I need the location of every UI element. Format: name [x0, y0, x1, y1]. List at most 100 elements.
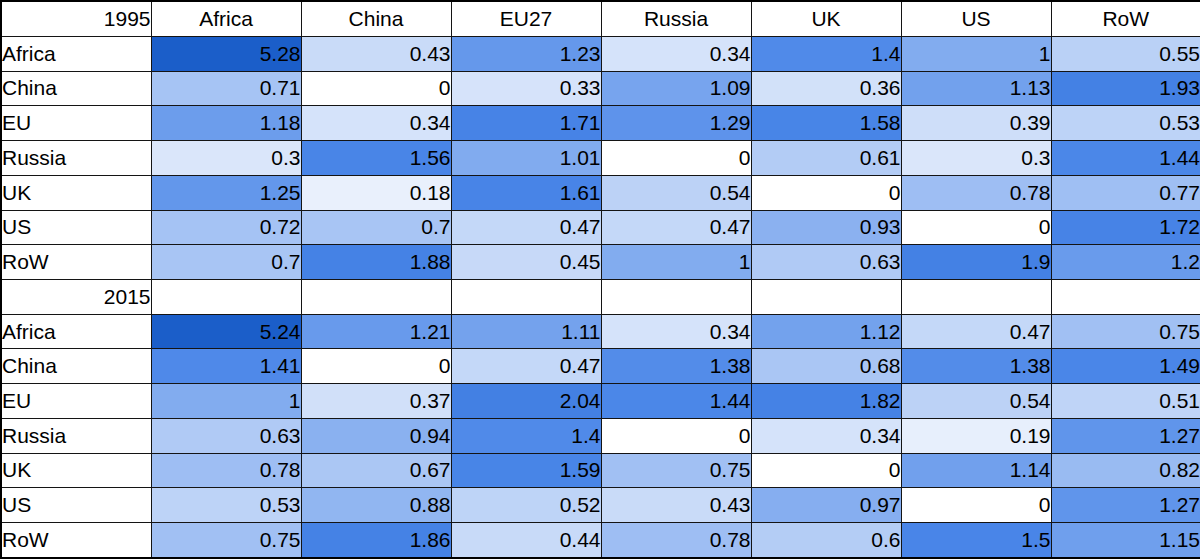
table-row-1995-uk: UK1.250.181.610.5400.780.77: [1, 175, 1200, 210]
table-row-1995-russia: Russia0.31.561.0100.610.31.44: [1, 141, 1200, 176]
row-label-china: China: [1, 71, 151, 106]
heatmap-cell-2015-russia-eu27: 1.4: [451, 418, 601, 453]
col-header-us: US: [901, 1, 1051, 36]
heatmap-cell-2015-uk-africa: 0.78: [151, 453, 301, 488]
heatmap-cell-2015-us-eu27: 0.52: [451, 488, 601, 523]
heatmap-cell-1995-us-africa: 0.72: [151, 210, 301, 245]
heatmap-cell-1995-africa-russia: 0.34: [601, 36, 751, 71]
empty-cell: [1051, 279, 1200, 314]
row-label-eu: EU: [1, 384, 151, 419]
heatmap-cell-2015-eu-uk: 1.82: [751, 384, 901, 419]
row-label-russia: Russia: [1, 418, 151, 453]
heatmap-cell-1995-eu-africa: 1.18: [151, 106, 301, 141]
heatmap-cell-1995-us-eu27: 0.47: [451, 210, 601, 245]
heatmap-cell-2015-russia-uk: 0.34: [751, 418, 901, 453]
heatmap-cell-1995-row-russia: 1: [601, 245, 751, 280]
table-row-2015-russia: Russia0.630.941.400.340.191.27: [1, 418, 1200, 453]
heatmap-cell-1995-russia-us: 0.3: [901, 141, 1051, 176]
table-row-1995-row: RoW0.71.880.4510.631.91.2: [1, 245, 1200, 280]
row-label-russia: Russia: [1, 141, 151, 176]
heatmap-cell-2015-row-us: 1.5: [901, 522, 1051, 558]
col-header-russia: Russia: [601, 1, 751, 36]
table-row-2015-china: China1.4100.471.380.681.381.49: [1, 349, 1200, 384]
heatmap-cell-2015-africa-russia: 0.34: [601, 314, 751, 349]
heatmap-cell-1995-uk-uk: 0: [751, 175, 901, 210]
heatmap-sheet: 1995AfricaChinaEU27RussiaUKUSRoWAfrica5.…: [0, 0, 1200, 559]
heatmap-cell-1995-africa-china: 0.43: [301, 36, 451, 71]
heatmap-cell-2015-china-eu27: 0.47: [451, 349, 601, 384]
heatmap-cell-1995-russia-africa: 0.3: [151, 141, 301, 176]
row-label-eu: EU: [1, 106, 151, 141]
empty-cell: [151, 279, 301, 314]
heatmap-cell-2015-africa-row: 0.75: [1051, 314, 1200, 349]
heatmap-cell-1995-row-china: 1.88: [301, 245, 451, 280]
heatmap-cell-2015-row-uk: 0.6: [751, 522, 901, 558]
heatmap-cell-1995-uk-row: 0.77: [1051, 175, 1200, 210]
heatmap-cell-2015-china-russia: 1.38: [601, 349, 751, 384]
heatmap-cell-1995-africa-us: 1: [901, 36, 1051, 71]
table-row-2015-row: RoW0.751.860.440.780.61.51.15: [1, 522, 1200, 558]
heatmap-cell-1995-china-eu27: 0.33: [451, 71, 601, 106]
heatmap-cell-1995-row-us: 1.9: [901, 245, 1051, 280]
heatmap-cell-1995-uk-africa: 1.25: [151, 175, 301, 210]
heatmap-cell-1995-eu-us: 0.39: [901, 106, 1051, 141]
empty-cell: [751, 279, 901, 314]
heatmap-cell-1995-africa-uk: 1.4: [751, 36, 901, 71]
heatmap-cell-2015-us-us: 0: [901, 488, 1051, 523]
heatmap-cell-2015-russia-russia: 0: [601, 418, 751, 453]
heatmap-cell-1995-us-china: 0.7: [301, 210, 451, 245]
heatmap-cell-2015-row-china: 1.86: [301, 522, 451, 558]
heatmap-cell-2015-eu-us: 0.54: [901, 384, 1051, 419]
heatmap-cell-2015-us-uk: 0.97: [751, 488, 901, 523]
row-label-us: US: [1, 488, 151, 523]
heatmap-cell-1995-china-us: 1.13: [901, 71, 1051, 106]
heatmap-cell-1995-africa-eu27: 1.23: [451, 36, 601, 71]
empty-cell: [601, 279, 751, 314]
heatmap-cell-1995-africa-africa: 5.28: [151, 36, 301, 71]
heatmap-cell-2015-uk-us: 1.14: [901, 453, 1051, 488]
heatmap-cell-2015-africa-eu27: 1.11: [451, 314, 601, 349]
heatmap-cell-1995-us-row: 1.72: [1051, 210, 1200, 245]
heatmap-cell-2015-russia-africa: 0.63: [151, 418, 301, 453]
heatmap-cell-2015-russia-row: 1.27: [1051, 418, 1200, 453]
row-label-row: RoW: [1, 522, 151, 558]
col-header-africa: Africa: [151, 1, 301, 36]
heatmap-cell-2015-eu-russia: 1.44: [601, 384, 751, 419]
heatmap-cell-1995-china-uk: 0.36: [751, 71, 901, 106]
heatmap-cell-2015-us-china: 0.88: [301, 488, 451, 523]
row-label-row: RoW: [1, 245, 151, 280]
heatmap-cell-2015-row-africa: 0.75: [151, 522, 301, 558]
col-header-uk: UK: [751, 1, 901, 36]
heatmap-cell-2015-africa-africa: 5.24: [151, 314, 301, 349]
heatmap-cell-1995-russia-china: 1.56: [301, 141, 451, 176]
heatmap-cell-1995-us-uk: 0.93: [751, 210, 901, 245]
empty-cell: [301, 279, 451, 314]
row-label-us: US: [1, 210, 151, 245]
heatmap-cell-1995-russia-row: 1.44: [1051, 141, 1200, 176]
table-row-1995-china: China0.7100.331.090.361.131.93: [1, 71, 1200, 106]
heatmap-cell-2015-us-russia: 0.43: [601, 488, 751, 523]
heatmap-cell-1995-us-us: 0: [901, 210, 1051, 245]
col-header-row: RoW: [1051, 1, 1200, 36]
heatmap-cell-2015-china-us: 1.38: [901, 349, 1051, 384]
heatmap-cell-1995-china-china: 0: [301, 71, 451, 106]
heatmap-cell-2015-russia-us: 0.19: [901, 418, 1051, 453]
heatmap-cell-1995-us-russia: 0.47: [601, 210, 751, 245]
heatmap-cell-1995-africa-row: 0.55: [1051, 36, 1200, 71]
heatmap-cell-2015-uk-row: 0.82: [1051, 453, 1200, 488]
table-row-1995-us: US0.720.70.470.470.9301.72: [1, 210, 1200, 245]
table-row-1995-eu: EU1.180.341.711.291.580.390.53: [1, 106, 1200, 141]
heatmap-cell-1995-uk-us: 0.78: [901, 175, 1051, 210]
heatmap-cell-2015-row-eu27: 0.44: [451, 522, 601, 558]
table-row-1995-africa: Africa5.280.431.230.341.410.55: [1, 36, 1200, 71]
heatmap-cell-2015-us-africa: 0.53: [151, 488, 301, 523]
heatmap-cell-1995-uk-eu27: 1.61: [451, 175, 601, 210]
row-label-uk: UK: [1, 175, 151, 210]
heatmap-cell-1995-row-africa: 0.7: [151, 245, 301, 280]
heatmap-cell-2015-eu-row: 0.51: [1051, 384, 1200, 419]
heatmap-cell-2015-africa-uk: 1.12: [751, 314, 901, 349]
heatmap-cell-2015-china-africa: 1.41: [151, 349, 301, 384]
heatmap-cell-1995-china-africa: 0.71: [151, 71, 301, 106]
heatmap-cell-1995-china-row: 1.93: [1051, 71, 1200, 106]
heatmap-cell-1995-row-row: 1.2: [1051, 245, 1200, 280]
